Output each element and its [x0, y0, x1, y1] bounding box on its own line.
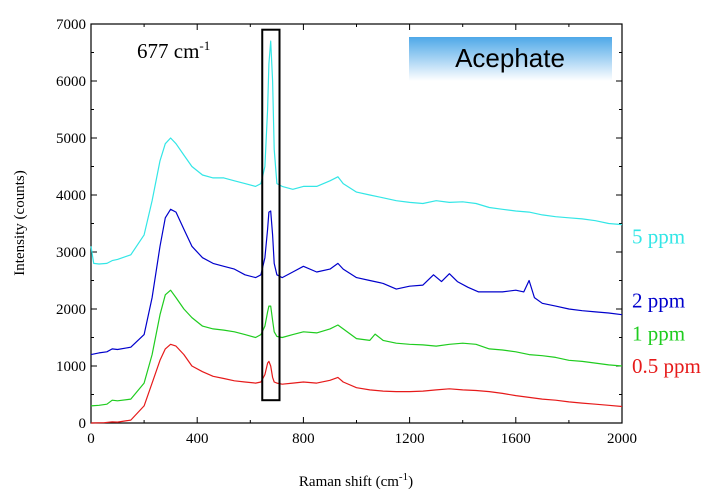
- series-label-1-ppm: 1 ppm: [632, 322, 685, 346]
- series-label-2-ppm: 2 ppm: [632, 288, 685, 312]
- y-tick-label: 7000: [56, 17, 86, 33]
- title-box: [409, 37, 612, 81]
- x-tick-label: 1200: [395, 431, 425, 447]
- chart-title: Acephate: [455, 43, 565, 73]
- series-label-0-5-ppm: 0.5 ppm: [632, 354, 701, 378]
- y-tick-label: 5000: [56, 131, 86, 147]
- series-line-1-ppm: [90, 289, 623, 407]
- peak-annotation: 677 cm-1: [137, 38, 210, 63]
- series-group: [90, 40, 623, 424]
- y-tick-label: 1000: [56, 359, 86, 375]
- series-line-2-ppm: [90, 208, 623, 356]
- series-line-0-5-ppm: [90, 343, 623, 424]
- y-tick-label: 0: [79, 416, 87, 432]
- y-tick-label: 3000: [56, 245, 86, 261]
- x-axis-label: Raman shift (cm-1): [299, 471, 413, 490]
- series-label-5-ppm: 5 ppm: [632, 225, 685, 249]
- x-tick-label: 400: [186, 431, 209, 447]
- peak-highlight-box: [261, 28, 281, 402]
- series-labels: 5 ppm 2 ppm 1 ppm 0.5 ppm: [632, 225, 701, 378]
- axis-ticks: 0 400 800 1200 1600 2000 0 1000 2000 3000 4000 5000…: [56, 17, 637, 447]
- y-tick-label: 4000: [56, 188, 86, 204]
- series-line-5-ppm: [90, 40, 623, 265]
- plot-area-frame: [90, 23, 623, 424]
- y-tick-label: 2000: [56, 302, 86, 318]
- x-tick-label: 1600: [501, 431, 531, 447]
- x-tick-label: 800: [292, 431, 315, 447]
- y-axis-label: Intensity (counts): [12, 170, 28, 275]
- y-tick-label: 6000: [56, 74, 86, 90]
- x-tick-label: 0: [87, 431, 95, 447]
- x-tick-label: 2000: [607, 431, 637, 447]
